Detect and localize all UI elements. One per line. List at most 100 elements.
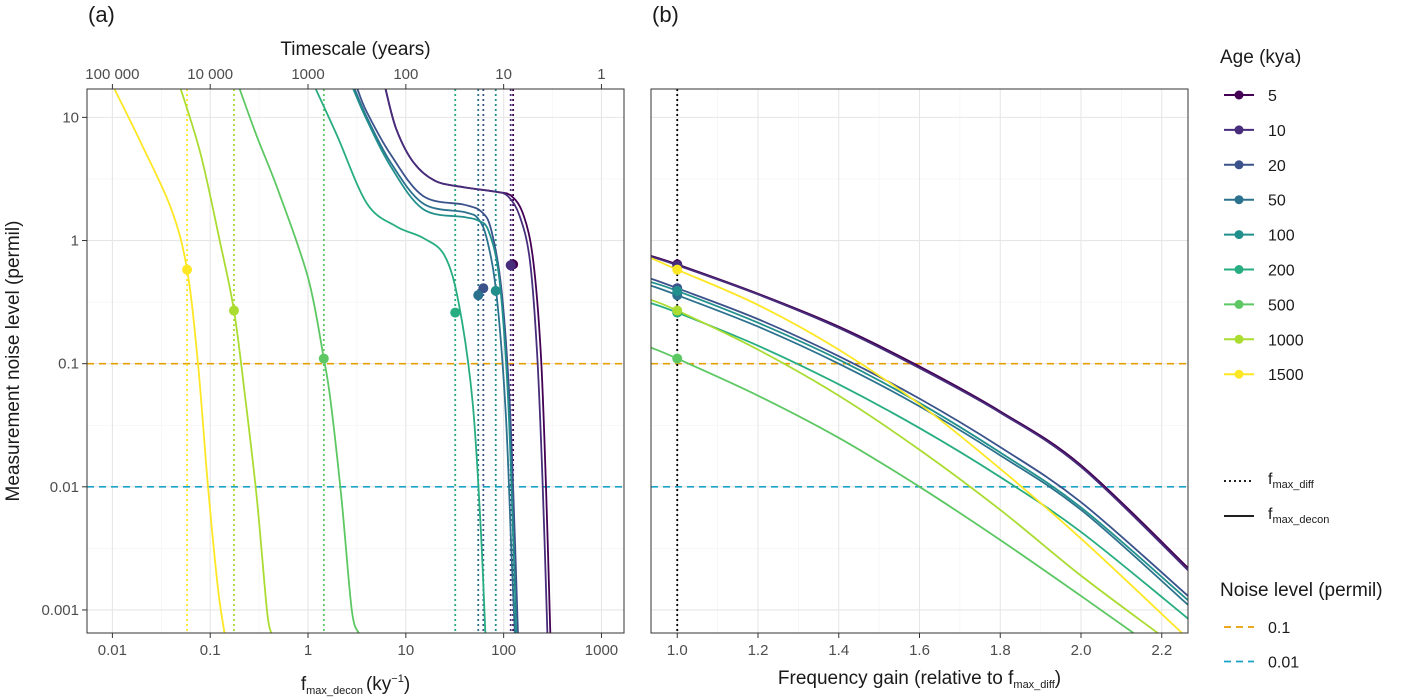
legend-age-point	[1234, 334, 1244, 344]
series-line-20	[650, 277, 1189, 597]
legend-type-subscript: max_diff	[1272, 479, 1314, 491]
legend-noise-label: 0.1	[1268, 620, 1290, 637]
x-title-symbol: f	[301, 674, 307, 695]
x-tick-label: 1.4	[828, 642, 849, 659]
panel-b-axes: 1.0 1.2 1.4 1.6 1.8 2.0 2.2	[667, 633, 1172, 659]
x-tick-label: 100	[491, 642, 516, 659]
x-tick-label: 10	[397, 642, 414, 659]
top-x-tick-label: 10	[495, 66, 512, 83]
panel-a: 0.01 0.1 1 10 100 1000 0.001 0.01 0.1 1 10 100 000 1…	[3, 39, 625, 697]
legend-age-title: Age (kya)	[1220, 47, 1301, 68]
panel-a-axes: 0.01 0.1 1 10 100 1000 0.001 0.01 0.1 1 10 100 000 1…	[41, 66, 618, 659]
series-line-100	[352, 88, 518, 634]
series-point-1500	[672, 264, 683, 275]
legend-type-label: fmax_diff	[1268, 471, 1315, 491]
legend-noise-entries: 0.1 0.01	[1224, 620, 1299, 672]
series-line-500	[650, 346, 1135, 634]
series-point-10	[505, 260, 516, 271]
legend-age-point	[1234, 90, 1244, 100]
series-line-1500	[113, 88, 226, 634]
series-point-1000	[672, 305, 683, 316]
legend-age-label: 10	[1268, 123, 1286, 140]
x-tick-label: 2.2	[1151, 642, 1172, 659]
series-line-20	[356, 88, 519, 634]
series-line-1000	[650, 298, 1159, 634]
legend-age-point	[1234, 369, 1244, 379]
top-x-tick-label: 10 000	[187, 66, 233, 83]
x-title-subscript: max_diff	[1013, 679, 1055, 691]
legend-type-label: fmax_decon	[1268, 506, 1329, 526]
series-line-1000	[179, 88, 273, 634]
legend-noise-label: 0.01	[1268, 655, 1299, 672]
legend-noise-title: Noise level (permil)	[1220, 580, 1383, 601]
top-x-tick-label: 100	[393, 66, 418, 83]
legend-age-point	[1234, 195, 1244, 205]
x-title-subscript: max_decon	[306, 685, 363, 697]
series-line-10	[384, 88, 549, 634]
legend-age-label: 1000	[1268, 332, 1304, 349]
legend-type-symbol: f	[1268, 471, 1273, 488]
panel-b-x-axis-title: Frequency gain (relative to fmax_diff)	[778, 668, 1061, 691]
x-title-unit: (ky	[366, 674, 392, 695]
x-title-close: )	[404, 674, 410, 695]
panel-a-top-axis-title: Timescale (years)	[280, 39, 430, 60]
series-point-100	[672, 285, 683, 296]
legend-age-point	[1234, 299, 1244, 309]
x-tick-label: 1.6	[909, 642, 930, 659]
panel-a-x-axis-title: fmax_decon (ky−1)	[301, 673, 410, 697]
series-line-50	[353, 88, 516, 634]
legend-age-label: 20	[1268, 158, 1286, 175]
x-tick-label: 1	[304, 642, 312, 659]
panel-a-series	[113, 88, 552, 634]
series-line-200	[314, 88, 487, 634]
top-x-tick-label: 1000	[291, 66, 324, 83]
top-x-tick-label: 100 000	[85, 66, 139, 83]
x-tick-label: 2.0	[1071, 642, 1092, 659]
panel-b-tag: (b)	[652, 2, 679, 27]
series-point-100	[490, 285, 501, 296]
series-point-1000	[228, 305, 239, 316]
legend-age-point	[1234, 230, 1244, 240]
panel-a-border	[86, 88, 625, 634]
panel-a-noise-lines	[87, 362, 624, 488]
y-tick-label: 10	[62, 109, 79, 126]
x-tick-label: 0.01	[98, 642, 127, 659]
legend-age-point	[1234, 160, 1244, 170]
series-point-50	[473, 290, 484, 301]
x-tick-label: 1.2	[748, 642, 769, 659]
series-point-500	[672, 353, 683, 364]
top-x-tick-label: 1	[597, 66, 605, 83]
x-title-close: )	[1055, 668, 1061, 689]
series-line-100	[650, 281, 1189, 601]
y-axis-title: Measurement noise level (permil)	[3, 221, 24, 502]
series-point-200	[450, 307, 461, 318]
x-tick-label: 0.1	[200, 642, 221, 659]
legend-age-label: 200	[1268, 263, 1295, 280]
series-point-500	[318, 353, 329, 364]
panel-b: 1.0 1.2 1.4 1.6 1.8 2.0 2.2 Frequency gain (re…	[650, 88, 1189, 691]
x-tick-label: 1.0	[667, 642, 688, 659]
y-tick-label: 0.001	[41, 602, 79, 619]
legend-age-entries: 5 10 20 50 100 200 500 1000 1500	[1224, 88, 1304, 384]
series-line-50	[650, 284, 1189, 606]
series-point-1500	[182, 264, 193, 275]
y-tick-label: 0.01	[50, 479, 79, 496]
series-line-1500	[650, 257, 1183, 634]
panel-a-tag: (a)	[88, 2, 115, 27]
legend-type-symbol: f	[1268, 506, 1273, 523]
x-tick-label: 1.8	[990, 642, 1011, 659]
panel-b-series	[650, 89, 1189, 634]
legend-age-point	[1234, 265, 1244, 274]
panel-a-background	[87, 89, 624, 633]
series-line-10	[650, 255, 1189, 571]
y-tick-label: 1	[71, 233, 79, 250]
x-title-superscript: −1	[391, 673, 404, 685]
legend-age-label: 5	[1268, 88, 1277, 105]
legend-type-subscript: max_decon	[1272, 514, 1329, 526]
x-title-main: Frequency gain (relative to f	[778, 668, 1014, 689]
legend-age-label: 1500	[1268, 367, 1304, 384]
x-tick-label: 1000	[585, 642, 618, 659]
